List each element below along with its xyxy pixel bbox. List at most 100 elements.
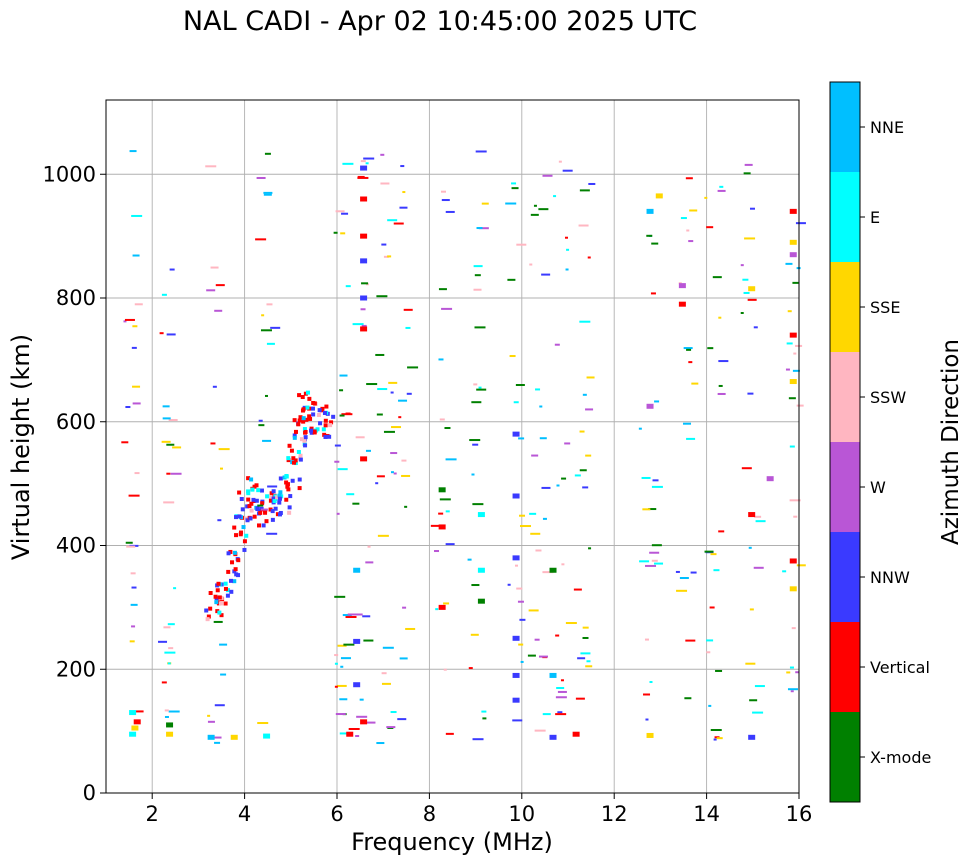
echo-mark — [686, 348, 692, 351]
echo-mark — [579, 320, 591, 323]
echo-mark — [686, 437, 696, 440]
echo-mark — [535, 388, 541, 391]
echo-mark — [649, 681, 653, 684]
echo-mark — [167, 662, 171, 665]
echo-mark — [123, 320, 127, 323]
echo-mark — [541, 486, 551, 489]
echo-mark — [361, 282, 369, 285]
echo-mark — [320, 406, 325, 411]
echo-mark — [789, 499, 801, 502]
echo-mark — [572, 731, 580, 737]
echo-mark — [346, 731, 354, 737]
echo-mark — [743, 172, 751, 175]
echo-mark — [303, 391, 308, 396]
echo-mark — [339, 732, 350, 735]
echo-mark — [481, 202, 489, 205]
echo-mark — [132, 254, 140, 257]
echo-mark — [258, 510, 263, 515]
echo-mark — [528, 609, 539, 612]
echo-mark — [264, 152, 271, 155]
echo-mark — [168, 710, 180, 713]
echo-mark — [517, 600, 524, 603]
echo-mark — [743, 291, 750, 294]
echo-mark — [438, 604, 446, 610]
echo-mark — [404, 505, 408, 508]
echo-mark — [131, 725, 139, 731]
echo-mark — [706, 226, 714, 229]
echo-mark — [468, 667, 473, 670]
echo-mark — [164, 715, 169, 718]
echo-mark — [691, 382, 699, 385]
colorbar-label: Azimuth Direction — [938, 339, 964, 545]
echo-mark — [651, 544, 662, 547]
echo-mark — [287, 510, 292, 515]
echo-mark — [509, 355, 516, 358]
echo-mark — [232, 579, 237, 584]
echo-mark — [234, 533, 239, 538]
echo-mark — [685, 639, 696, 642]
echo-mark — [646, 732, 654, 738]
echo-mark — [748, 546, 752, 549]
x-axis-label: Frequency (MHz) — [351, 828, 553, 856]
echo-mark — [649, 551, 660, 554]
echo-mark — [400, 165, 405, 168]
echo-mark — [134, 303, 143, 306]
echo-mark — [312, 401, 317, 406]
echo-mark — [250, 487, 255, 492]
echo-mark — [356, 715, 368, 718]
echo-mark — [529, 263, 533, 266]
colorbar-tick-label: W — [870, 478, 886, 497]
echo-mark — [582, 393, 587, 396]
echo-mark — [284, 497, 289, 502]
echo-mark — [210, 442, 216, 445]
echo-mark — [286, 456, 291, 461]
echo-mark — [675, 570, 680, 573]
echo-mark — [748, 512, 756, 518]
echo-mark — [269, 494, 274, 499]
echo-mark — [529, 512, 537, 515]
echo-mark — [232, 525, 237, 530]
echo-mark — [297, 393, 302, 398]
echo-mark — [564, 442, 571, 445]
echo-mark — [787, 310, 792, 313]
echo-mark — [564, 236, 568, 239]
echo-mark — [376, 742, 385, 745]
echo-mark — [249, 477, 254, 482]
y-tick-label: 800 — [56, 286, 96, 310]
echo-mark — [434, 550, 440, 553]
echo-mark — [232, 550, 237, 555]
echo-mark — [365, 449, 371, 452]
echo-mark — [785, 368, 790, 371]
echo-mark — [473, 383, 478, 386]
echo-mark — [217, 610, 222, 615]
echo-mark — [214, 704, 225, 707]
echo-mark — [293, 429, 298, 434]
echo-mark — [324, 404, 329, 409]
echo-mark — [754, 685, 765, 688]
echo-mark — [218, 601, 223, 606]
echo-mark — [749, 699, 758, 702]
echo-mark — [375, 353, 385, 356]
echo-mark — [477, 598, 485, 604]
echo-mark — [334, 460, 340, 463]
echo-mark — [579, 189, 590, 192]
echo-mark — [645, 718, 649, 721]
echo-mark — [709, 606, 715, 609]
echo-mark — [226, 569, 231, 574]
echo-mark — [641, 476, 651, 479]
echo-mark — [133, 719, 141, 725]
echo-mark — [129, 710, 137, 716]
echo-mark — [164, 709, 169, 712]
echo-mark — [444, 427, 451, 430]
echo-mark — [304, 417, 309, 422]
echo-mark — [360, 258, 368, 264]
echo-mark — [539, 405, 543, 408]
echo-mark — [310, 406, 315, 411]
echo-mark — [516, 243, 527, 246]
echo-mark — [381, 682, 391, 685]
echo-mark — [215, 588, 220, 593]
echo-mark — [580, 652, 591, 655]
echo-mark — [292, 433, 297, 438]
echo-mark — [124, 318, 135, 321]
echo-mark — [474, 274, 481, 277]
